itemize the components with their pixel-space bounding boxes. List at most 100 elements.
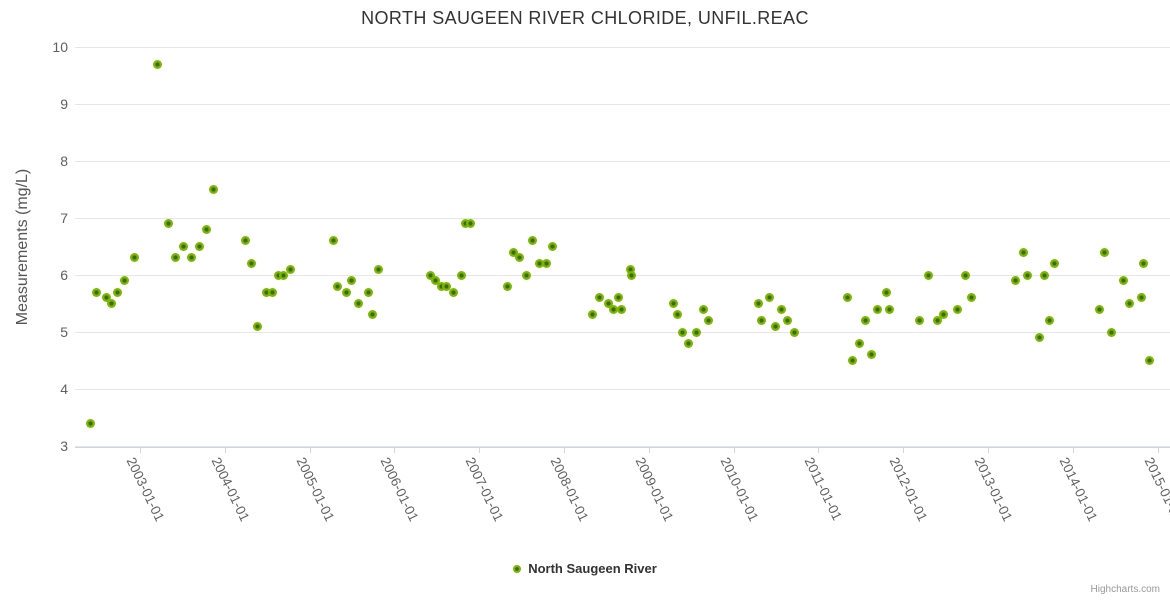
data-point[interactable] (603, 299, 613, 308)
data-point[interactable] (367, 310, 377, 320)
data-point[interactable] (341, 287, 351, 297)
data-point[interactable] (691, 327, 701, 337)
data-point[interactable] (790, 327, 800, 337)
data-point[interactable] (1019, 247, 1029, 257)
data-point[interactable] (209, 185, 219, 194)
data-point[interactable] (757, 316, 767, 326)
data-point[interactable] (101, 293, 111, 303)
data-point[interactable] (273, 270, 283, 280)
data-point[interactable] (240, 236, 250, 246)
data-point[interactable] (952, 304, 962, 314)
data-point[interactable] (867, 350, 877, 360)
data-point[interactable] (1107, 327, 1117, 337)
data-point[interactable] (881, 287, 891, 297)
data-point[interactable] (363, 287, 373, 297)
data-point[interactable] (354, 299, 364, 308)
highcharts-credits-link[interactable]: Highcharts.com (1090, 584, 1160, 595)
data-point[interactable] (541, 259, 551, 269)
data-point[interactable] (261, 287, 271, 297)
data-point[interactable] (92, 287, 102, 297)
data-point[interactable] (1100, 247, 1110, 257)
data-point[interactable] (449, 287, 459, 297)
data-point[interactable] (617, 304, 627, 314)
data-point[interactable] (1138, 259, 1148, 269)
data-point[interactable] (770, 321, 780, 331)
data-point[interactable] (684, 338, 694, 348)
data-point[interactable] (1119, 276, 1129, 286)
data-point[interactable] (1010, 276, 1020, 286)
data-point[interactable] (967, 293, 977, 303)
data-point[interactable] (508, 247, 518, 257)
data-point[interactable] (431, 276, 441, 286)
data-point[interactable] (164, 219, 174, 229)
data-point[interactable] (129, 253, 139, 263)
data-point[interactable] (247, 259, 257, 269)
data-point[interactable] (113, 287, 123, 297)
data-point[interactable] (627, 270, 637, 280)
data-point[interactable] (442, 281, 452, 291)
data-point[interactable] (153, 59, 163, 69)
data-point[interactable] (1045, 316, 1055, 326)
legend-item-north-saugeen-river[interactable]: North Saugeen River (513, 561, 657, 576)
data-point[interactable] (107, 299, 117, 308)
data-point[interactable] (285, 264, 295, 274)
data-point[interactable] (528, 236, 538, 246)
data-point[interactable] (783, 316, 793, 326)
data-point[interactable] (187, 253, 197, 263)
data-point[interactable] (456, 270, 466, 280)
data-point[interactable] (515, 253, 525, 263)
data-point[interactable] (777, 304, 787, 314)
data-point[interactable] (588, 310, 598, 320)
data-point[interactable] (673, 310, 683, 320)
data-point[interactable] (960, 270, 970, 280)
data-point[interactable] (347, 276, 357, 286)
data-point[interactable] (698, 304, 708, 314)
data-point[interactable] (885, 304, 895, 314)
data-point[interactable] (86, 418, 96, 428)
data-point[interactable] (668, 299, 678, 308)
data-point[interactable] (861, 316, 871, 326)
data-point[interactable] (1050, 259, 1060, 269)
data-point[interactable] (1144, 356, 1154, 365)
data-point[interactable] (704, 316, 714, 326)
data-point[interactable] (253, 321, 263, 331)
data-point[interactable] (933, 316, 943, 326)
data-point[interactable] (194, 242, 204, 251)
data-point[interactable] (120, 276, 130, 286)
data-point[interactable] (278, 270, 288, 280)
data-point[interactable] (939, 310, 949, 320)
data-point[interactable] (1136, 293, 1146, 303)
data-point[interactable] (753, 299, 763, 308)
data-point[interactable] (1125, 299, 1135, 308)
data-point[interactable] (328, 236, 338, 246)
data-point[interactable] (595, 293, 605, 303)
data-point[interactable] (534, 259, 544, 269)
data-point[interactable] (842, 293, 852, 303)
data-point[interactable] (373, 264, 383, 274)
data-point[interactable] (1023, 270, 1033, 280)
data-point[interactable] (625, 264, 635, 274)
data-point[interactable] (854, 338, 864, 348)
data-point[interactable] (764, 293, 774, 303)
data-point[interactable] (201, 224, 211, 234)
data-point[interactable] (426, 270, 436, 280)
data-point[interactable] (1035, 333, 1045, 343)
data-point[interactable] (613, 293, 623, 303)
data-point[interactable] (873, 304, 883, 314)
data-point[interactable] (608, 304, 618, 314)
data-point[interactable] (1040, 270, 1050, 280)
data-point[interactable] (914, 316, 924, 326)
data-point[interactable] (678, 327, 688, 337)
data-point[interactable] (461, 219, 471, 229)
data-point[interactable] (267, 287, 277, 297)
data-point[interactable] (924, 270, 934, 280)
data-point[interactable] (547, 242, 557, 251)
data-point[interactable] (171, 253, 181, 263)
data-point[interactable] (466, 219, 476, 229)
data-point[interactable] (1094, 304, 1104, 314)
data-point[interactable] (847, 356, 857, 365)
data-point[interactable] (178, 242, 188, 251)
data-point[interactable] (437, 281, 447, 291)
data-point[interactable] (503, 281, 513, 291)
data-point[interactable] (333, 281, 343, 291)
